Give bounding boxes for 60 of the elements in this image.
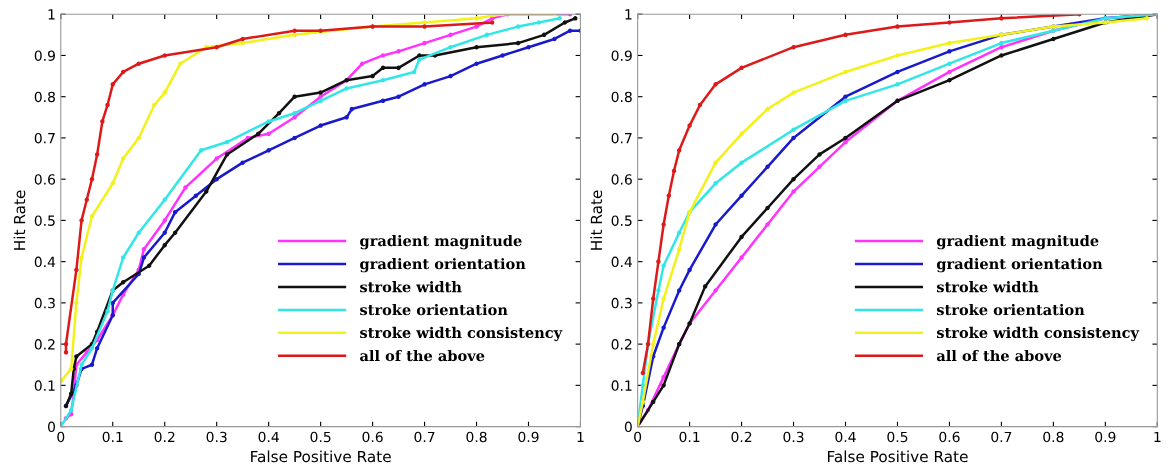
y-tick-label: 0.6 (611, 174, 632, 185)
x-tick-label: 0.5 (887, 431, 908, 443)
y-tick-label: 0.2 (34, 339, 55, 350)
x-tick-label: 0.2 (731, 431, 752, 443)
x-tick-label: 0.1 (102, 431, 123, 443)
y-tick-label: 0.5 (611, 215, 632, 226)
x-tick-label: 0.8 (1043, 431, 1064, 443)
y-tick-label: 0.6 (34, 174, 56, 185)
x-tick-label: 0.8 (466, 431, 487, 443)
y-tick-label: 0.4 (34, 256, 56, 268)
y-tick-label: 0.7 (611, 132, 632, 144)
x-tick-label: 0.9 (1095, 431, 1116, 443)
x-axis-title: False Positive Rate (827, 450, 968, 463)
legend-label: gradient magnitude (936, 234, 1099, 250)
legend-label: stroke width consistency (936, 326, 1140, 342)
legend-label: gradient orientation (936, 258, 1103, 273)
y-tick-label: 1 (625, 9, 632, 20)
legend-label: all of the above (936, 349, 1062, 362)
x-tick-label: 0.3 (783, 431, 804, 443)
x-tick-label: 0.7 (991, 431, 1012, 443)
x-tick-label: 0.5 (310, 431, 331, 443)
y-tick-label: 0 (48, 421, 55, 433)
x-tick-label: 0.4 (835, 431, 856, 443)
y-tick-label: 0.8 (611, 91, 632, 103)
x-tick-label: 0.6 (362, 431, 383, 443)
y-tick-label: 0.9 (611, 50, 632, 61)
legend-label: all of the above (360, 349, 485, 362)
y-tick-label: 0.8 (34, 91, 55, 103)
x-tick-label: 0.3 (206, 431, 227, 443)
legend-label: gradient orientation (360, 258, 526, 273)
x-tick-label: 0.6 (939, 431, 960, 443)
y-tick-label: 0.3 (34, 297, 55, 309)
legend-label: stroke width consistency (360, 326, 563, 342)
legend-label: stroke width (360, 281, 462, 293)
y-tick-label: 1 (48, 9, 55, 20)
y-tick-label: 0.4 (611, 256, 632, 268)
y-tick-label: 0.2 (611, 339, 632, 350)
x-tick-label: 0.1 (679, 431, 700, 443)
x-tick-label: 0.7 (414, 431, 435, 443)
y-tick-label: 0 (624, 421, 632, 433)
legend-label: stroke orientation (360, 303, 508, 316)
y-axis-title: Hit Rate (13, 190, 26, 250)
y-tick-label: 0.7 (34, 132, 55, 144)
legend-label: stroke orientation (936, 303, 1085, 316)
x-tick-label: 0.2 (154, 431, 175, 443)
y-tick-label: 0.1 (611, 380, 632, 391)
x-axis-title: False Positive Rate (251, 450, 391, 463)
y-tick-label: 0.9 (34, 50, 55, 61)
x-tick-label: 0.4 (258, 431, 279, 443)
y-tick-label: 0.3 (611, 297, 632, 309)
y-tick-label: 0.5 (34, 215, 55, 226)
x-tick-label: 0 (57, 431, 65, 443)
x-tick-label: 0 (634, 431, 642, 443)
legend-label: gradient magnitude (360, 234, 522, 250)
y-axis-title: Hit Rate (590, 190, 603, 250)
legend-label: stroke width (936, 281, 1039, 293)
x-tick-label: 0.9 (518, 431, 539, 443)
x-tick-label: 1 (577, 431, 584, 443)
x-tick-label: 1 (1154, 431, 1161, 443)
y-tick-label: 0.1 (34, 380, 55, 391)
